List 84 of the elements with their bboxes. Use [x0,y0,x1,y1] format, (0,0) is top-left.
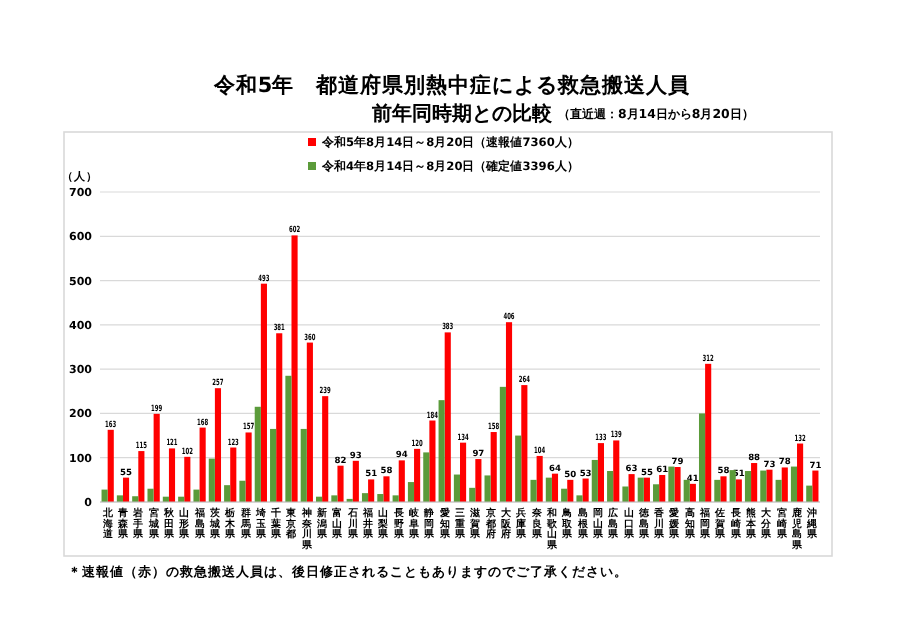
bar [193,489,200,502]
bar [239,480,246,502]
bar [438,400,445,502]
bar [138,451,145,502]
bar [735,479,742,502]
bar [306,342,313,502]
bar [515,435,522,502]
bar [613,440,620,502]
bar [153,413,160,502]
bar [224,485,231,502]
bar [714,479,721,502]
bar [499,386,506,502]
bar [536,455,543,502]
bar [368,479,375,502]
bar [597,443,604,502]
bar [797,443,804,502]
bar [453,474,460,502]
bar [460,442,467,502]
bar [653,484,660,502]
bar [276,333,283,502]
bar [720,476,727,502]
bar [790,466,798,502]
bar [683,479,690,502]
bar [760,470,767,502]
bar [530,479,537,502]
bar [781,467,788,502]
bar [637,477,644,502]
bar [352,460,359,502]
bar [806,485,813,502]
bar [751,463,758,502]
bar [270,428,277,502]
bar [214,388,222,502]
bar [484,475,491,502]
bar [607,471,614,502]
bar [322,396,329,502]
bar [545,477,552,502]
bar [668,466,675,502]
bar [551,473,559,502]
bar [576,495,583,502]
bar [230,447,237,502]
bar [107,429,114,502]
bar [622,486,629,502]
bar [505,322,513,502]
bar [300,428,307,502]
bar [199,427,206,502]
bar [444,332,451,502]
bar [398,460,405,502]
bar [591,459,598,502]
bar [423,452,430,502]
bar [744,471,752,502]
bar [260,283,267,502]
bar [254,406,261,502]
bar [775,479,782,502]
bar [628,474,635,502]
bar [414,448,421,502]
bar [168,448,176,502]
bar [674,467,681,502]
bar [582,478,589,502]
chart-title: 令和5年 都道府県別熱中症による救急搬送人員 [211,72,693,98]
bar [698,413,706,502]
bar [291,235,298,502]
bar [689,483,696,502]
bar [659,474,666,502]
bar [766,469,773,502]
bar [147,488,154,502]
bar [567,479,574,502]
bar [521,385,528,502]
bar [285,375,292,502]
bar [407,482,415,502]
bar [490,432,497,502]
bar [729,470,736,502]
bar [208,458,215,502]
bar [812,470,819,502]
chart-subtitle: 前年同時期との比較 [370,102,554,126]
bar [383,476,390,502]
bar [469,487,476,502]
bar [122,477,130,502]
bar [184,456,191,502]
bar [643,477,650,502]
bar [429,420,436,502]
bar [245,432,252,502]
bar [475,459,482,502]
bar [337,465,344,502]
bar [705,363,712,502]
